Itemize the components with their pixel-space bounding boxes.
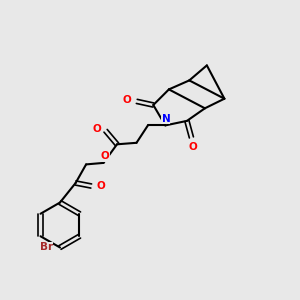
Text: Br: Br: [40, 242, 53, 253]
Text: O: O: [188, 142, 197, 152]
Text: N: N: [161, 114, 170, 124]
Text: O: O: [123, 95, 132, 105]
Text: O: O: [92, 124, 101, 134]
Text: O: O: [100, 151, 109, 161]
Text: O: O: [96, 181, 105, 191]
